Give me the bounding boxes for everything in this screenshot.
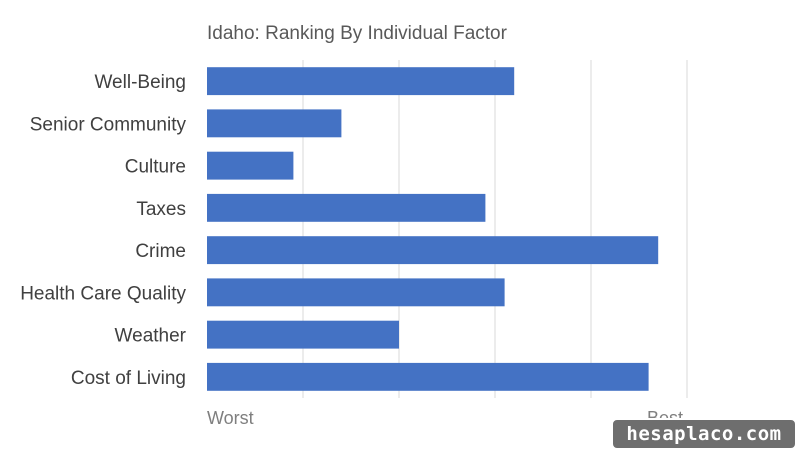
category-label: Cost of Living [71,368,186,389]
category-labels: Well-Being Senior Community Culture Taxes Cr… [20,72,186,389]
bar-health-care-quality [207,278,505,307]
chart-title: Idaho: Ranking By Individual Factor [207,23,508,44]
category-label: Senior Community [30,114,187,135]
watermark-logo: hesaplaco.com [611,418,797,450]
bar-well-being [207,67,515,96]
bar-crime [207,236,659,265]
x-tick-label-worst: Worst [207,408,254,428]
bar-weather [207,320,399,349]
category-label: Health Care Quality [20,283,186,304]
bar-senior-community [207,109,342,138]
category-label: Well-Being [94,72,186,93]
bars [207,67,659,391]
category-label: Taxes [136,199,186,220]
bar-cost-of-living [207,362,649,391]
bar-culture [207,151,294,180]
bar-taxes [207,193,486,222]
category-label: Weather [115,326,187,347]
category-label: Culture [125,157,186,178]
category-label: Crime [135,241,186,262]
